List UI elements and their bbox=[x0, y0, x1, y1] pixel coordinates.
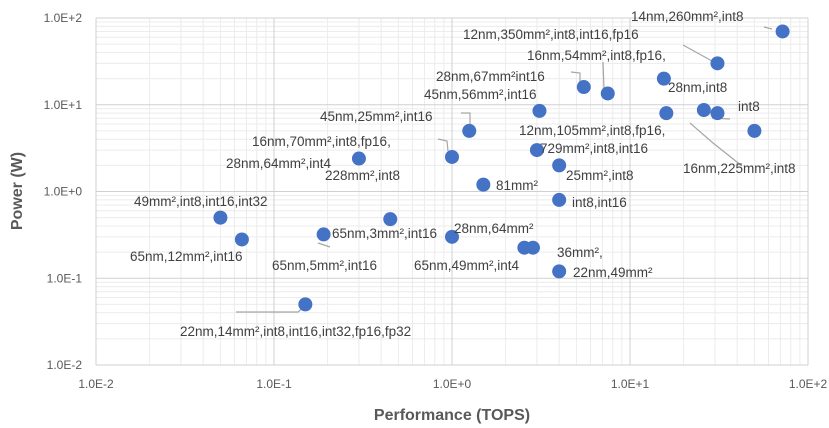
x-tick-label: 1.0E-1 bbox=[256, 377, 292, 391]
data-point bbox=[600, 86, 615, 101]
point-label: int8,int16 bbox=[572, 195, 627, 210]
data-point bbox=[462, 123, 477, 138]
data-point bbox=[710, 106, 725, 121]
y-tick-labels: 1.0E+2 1.0E+1 1.0E+0 1.0E-1 1.0E-2 bbox=[44, 11, 83, 372]
point-label: 228mm²,int8 bbox=[325, 168, 400, 183]
point-label: 14nm,260mm²,int8 bbox=[631, 9, 744, 24]
data-point bbox=[552, 264, 567, 279]
x-tick-label: 1.0E+1 bbox=[611, 377, 650, 391]
y-tick-label: 1.0E+1 bbox=[44, 98, 83, 112]
point-label: 65nm,5mm²,int16 bbox=[272, 258, 377, 273]
data-point bbox=[710, 56, 725, 71]
y-tick-label: 1.0E+2 bbox=[44, 11, 83, 25]
data-point bbox=[445, 149, 459, 164]
data-point bbox=[298, 297, 313, 312]
data-point bbox=[747, 123, 762, 138]
leader-line bbox=[317, 242, 331, 248]
point-label: 28nm,64mm²,int4 bbox=[226, 156, 332, 171]
point-label: 81mm² bbox=[496, 178, 539, 193]
point-label: 65nm,3mm²,int16 bbox=[332, 226, 437, 241]
leader-line bbox=[461, 112, 471, 126]
data-point bbox=[445, 229, 459, 244]
point-label: 16nm,70mm²,int8,fp16, bbox=[252, 134, 391, 149]
data-point bbox=[532, 103, 547, 118]
point-label: 45nm,56mm²,int16 bbox=[424, 87, 537, 102]
data-point bbox=[213, 210, 228, 225]
x-tick-label: 1.0E-2 bbox=[78, 377, 114, 391]
point-label: 12nm,105mm²,int8,fp16, bbox=[519, 123, 665, 138]
point-label: 36mm², bbox=[557, 245, 603, 260]
point-labels: 14nm,260mm²,int8 12nm,350mm²,int8,int16,f… bbox=[130, 9, 796, 339]
leader-line bbox=[763, 26, 773, 30]
point-label: 45nm,25mm²,int16 bbox=[320, 109, 433, 124]
leader-line bbox=[689, 122, 743, 167]
x-tick-labels: 1.0E-2 1.0E-1 1.0E+0 1.0E+1 1.0E+2 bbox=[78, 377, 827, 391]
y-tick-label: 1.0E-1 bbox=[47, 271, 83, 285]
leader-line bbox=[682, 44, 713, 62]
point-label: 49mm²,int8,int16,int32 bbox=[134, 194, 268, 209]
data-point bbox=[529, 143, 544, 158]
data-point bbox=[576, 80, 591, 95]
data-point bbox=[552, 158, 567, 173]
data-point bbox=[383, 212, 398, 227]
point-label: 22nm,49mm² bbox=[573, 265, 653, 280]
data-point bbox=[316, 227, 331, 242]
data-point bbox=[525, 240, 540, 255]
point-label: 22nm,14mm²,int8,int16,int32,fp16,fp32 bbox=[180, 324, 411, 339]
x-axis-title: Performance (TOPS) bbox=[374, 407, 530, 424]
y-tick-label: 1.0E+0 bbox=[44, 185, 83, 199]
data-point bbox=[476, 177, 491, 192]
point-label: 28nm,int8 bbox=[668, 80, 727, 95]
point-label: 28nm,64mm² bbox=[454, 221, 534, 236]
point-label: 12nm,350mm²,int8,int16,fp16 bbox=[463, 27, 639, 42]
point-label: int8 bbox=[738, 99, 760, 114]
y-axis-title: Power (W) bbox=[9, 152, 26, 230]
point-label: 65nm,49mm²,int4 bbox=[414, 258, 520, 273]
data-point bbox=[775, 24, 790, 39]
data-point bbox=[659, 106, 674, 121]
data-point bbox=[552, 192, 567, 207]
data-points bbox=[213, 24, 790, 312]
point-label: 25mm²,int8 bbox=[566, 168, 634, 183]
x-tick-label: 1.0E+2 bbox=[789, 377, 828, 391]
data-point bbox=[234, 232, 249, 247]
data-point bbox=[696, 102, 711, 117]
y-tick-label: 1.0E-2 bbox=[47, 358, 83, 372]
data-point bbox=[656, 71, 671, 86]
leader-line bbox=[437, 138, 449, 152]
leader-line bbox=[602, 61, 605, 90]
x-tick-label: 1.0E+0 bbox=[433, 377, 472, 391]
data-point bbox=[351, 151, 366, 166]
major-gridlines bbox=[95, 17, 809, 366]
leader-line bbox=[570, 71, 581, 84]
point-label: 16nm,54mm²,int8,fp16, bbox=[527, 48, 666, 63]
point-label: 28nm,67mm²int16 bbox=[436, 69, 545, 84]
point-label: 65nm,12mm²,int16 bbox=[130, 249, 243, 264]
point-label: 16nm,225mm²,int8 bbox=[683, 161, 796, 176]
point-label: 729mm²,int8,int16 bbox=[540, 141, 648, 156]
